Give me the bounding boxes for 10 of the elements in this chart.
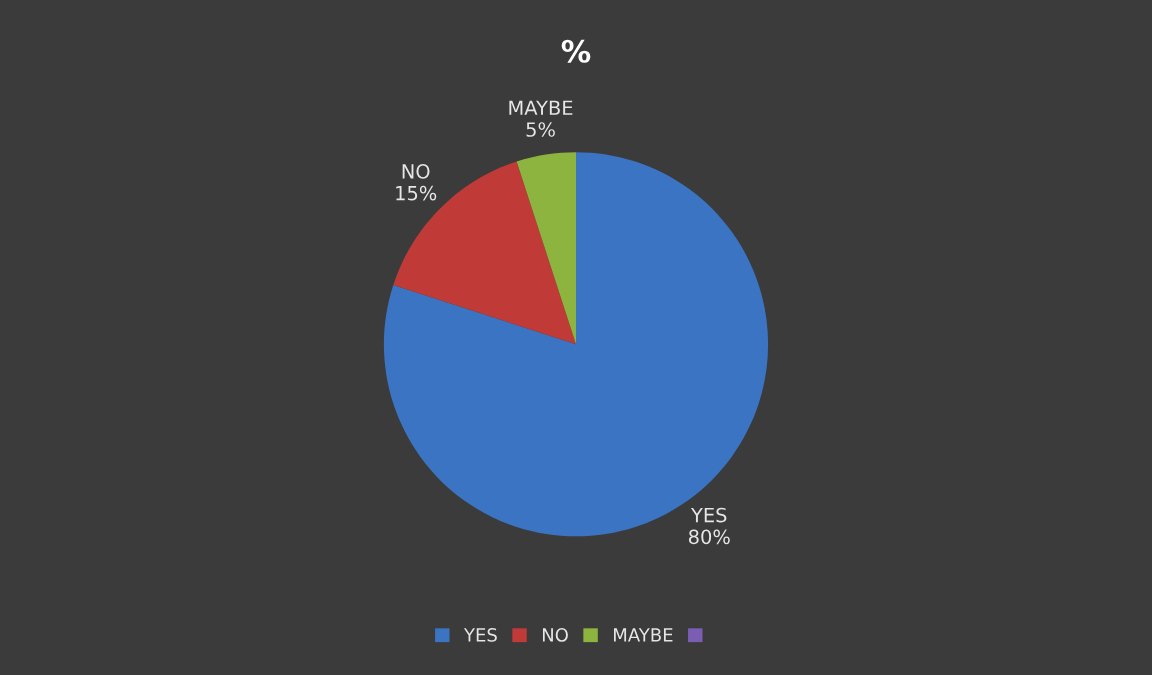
chart-title: % [561,39,591,63]
data-label: 5% [526,122,555,137]
data-label: 80% [688,529,730,545]
slice-label: YES [690,507,727,523]
legend-label: MAYBE [614,628,673,642]
slice-label: MAYBE [509,100,573,115]
slice-label: NO [402,164,430,179]
data-label: 15% [396,185,437,201]
legend-label: NO [542,628,568,642]
legend-label: YES [463,628,497,642]
